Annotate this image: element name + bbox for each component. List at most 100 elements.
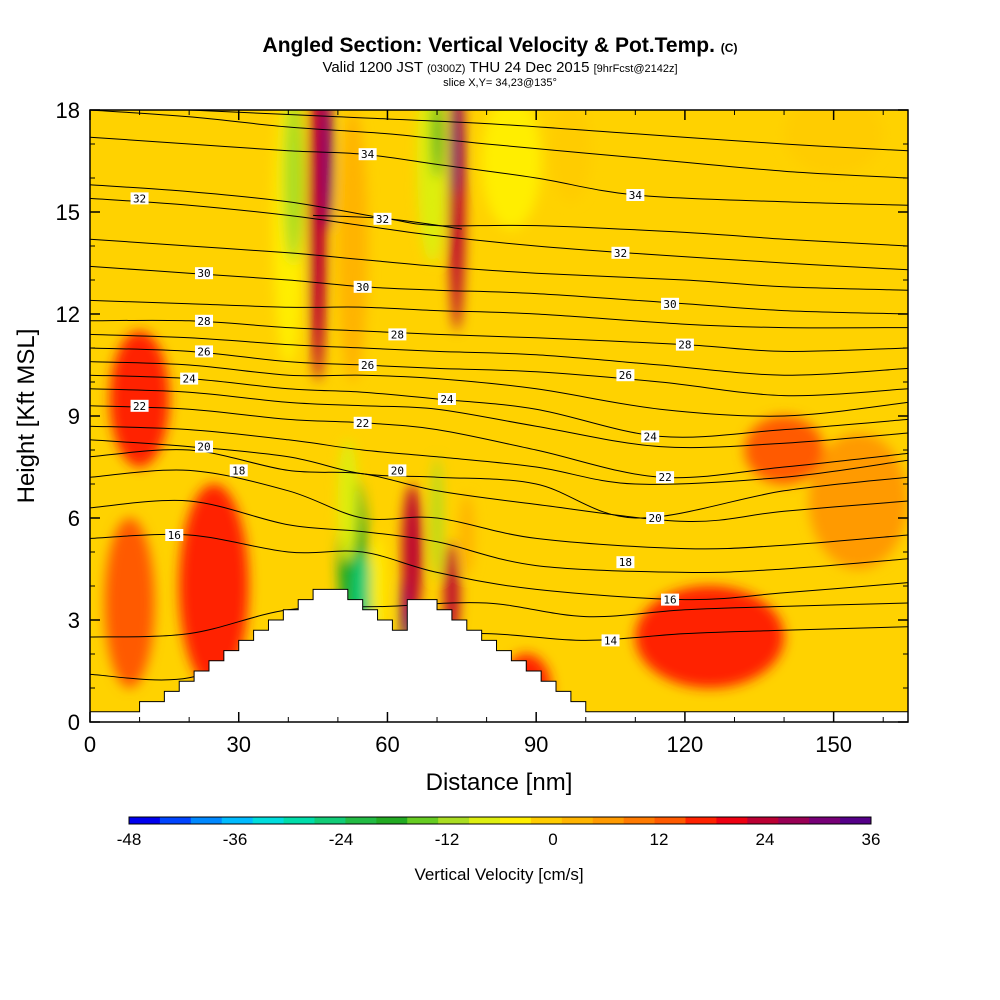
y-tick-label: 0 — [68, 710, 80, 735]
isentrope-label-box — [388, 464, 407, 477]
velocity-region — [323, 110, 333, 229]
colorbar-swatch — [840, 817, 872, 824]
velocity-region — [808, 433, 908, 569]
colorbar-swatch — [469, 817, 501, 824]
isentrope-label: 20 — [391, 464, 404, 477]
velocity-region — [744, 416, 824, 484]
colorbar-swatch — [376, 817, 408, 824]
valid-forecast: [9hrFcst@2142z] — [593, 63, 678, 75]
velocity-region — [417, 110, 447, 263]
isentrope-line — [90, 388, 908, 449]
isentrope-label: 32 — [614, 247, 627, 260]
velocity-region — [179, 484, 249, 688]
isentrope-label-layer: 14 16 16 18 18 20 20 20 22 22 22 24 24 24 26 26 26 28 28 28… — [130, 148, 694, 647]
velocity-region — [432, 110, 442, 178]
colorbar-swatch — [561, 817, 594, 824]
x-tick-label: 90 — [524, 732, 548, 757]
valid-prefix: Valid 1200 JST — [322, 59, 423, 76]
isentrope-label-box — [616, 556, 635, 569]
isentrope-label-box — [353, 416, 372, 429]
isentrope-label-box — [601, 634, 620, 647]
colorbar-swatch — [190, 817, 223, 824]
colorbar-tick-label: -24 — [329, 830, 354, 849]
isentrope-line — [90, 449, 908, 522]
isentrope-line — [90, 197, 908, 271]
isentrope-line — [90, 299, 908, 329]
isentrope-label-box — [661, 297, 680, 310]
y-tick-label: 3 — [68, 608, 80, 633]
velocity-region — [551, 110, 591, 202]
colorbar-swatch — [809, 817, 841, 824]
isentrope-line — [90, 533, 908, 601]
x-tick-label: 60 — [375, 732, 399, 757]
isentrope-line — [90, 425, 908, 485]
isentrope-line — [90, 265, 908, 315]
x-tick-label: 120 — [667, 732, 704, 757]
isentrope-label: 20 — [649, 512, 662, 525]
colorbar-swatch — [345, 817, 377, 824]
colorbar-title: Vertical Velocity [cm/s] — [414, 865, 583, 884]
title-block: Angled Section: Vertical Velocity & Pot.… — [0, 34, 1000, 89]
colorbar-swatch — [716, 817, 748, 824]
isentrope-label: 22 — [658, 471, 671, 484]
chart-title: Angled Section: Vertical Velocity & Pot.… — [0, 34, 1000, 60]
colorbar-swatch — [685, 817, 717, 824]
colorbar-swatch — [283, 817, 315, 824]
isentrope-label: 32 — [376, 213, 389, 226]
colorbar-swatch — [623, 817, 656, 824]
colorbar-swatch — [438, 817, 470, 824]
y-axis-title: Height [Kft MSL] — [13, 329, 40, 504]
isentrope-label-box — [388, 328, 407, 341]
y-tick-label: 9 — [68, 404, 80, 429]
isentrope-line — [90, 136, 908, 206]
isentrope-line — [90, 184, 908, 247]
colorbar-frame — [128, 816, 872, 825]
isentrope-line — [90, 439, 908, 519]
isentrope-label: 26 — [361, 359, 374, 372]
isentrope-line — [90, 333, 908, 376]
terrain — [90, 588, 908, 722]
isentrope-label-box — [353, 280, 372, 293]
isentrope-line — [90, 110, 908, 179]
isentrope-line — [90, 347, 908, 397]
isentrope-label-box — [165, 529, 184, 541]
isentrope-label-box — [641, 430, 660, 443]
isentrope-label-box — [611, 246, 630, 259]
y-tick-label: 15 — [56, 200, 80, 225]
colorbar-swatch — [654, 817, 686, 824]
valid-date: THU 24 Dec 2015 — [469, 59, 590, 76]
valid-utc: (0300Z) — [426, 63, 466, 75]
isentrope-label: 28 — [678, 339, 691, 352]
isentrope-label-box — [661, 593, 680, 606]
chart-title-suffix: (C) — [720, 41, 738, 55]
y-tick-label: 18 — [56, 98, 80, 123]
isentrope-line — [90, 602, 908, 638]
isentrope-label-box — [195, 440, 214, 453]
velocity-region — [309, 110, 327, 382]
isentrope-line — [90, 405, 908, 479]
isentrope-label: 22 — [133, 400, 146, 413]
isentrope-label: 18 — [232, 464, 245, 477]
colorbar-swatch — [314, 817, 346, 824]
isentrope-label-box — [358, 359, 377, 371]
velocity-region — [459, 494, 475, 576]
isentrope-label-box — [229, 464, 248, 477]
isentrope-label: 16 — [168, 529, 181, 542]
isentrope-label: 26 — [619, 369, 632, 382]
isentrope-label-box — [626, 189, 645, 201]
colorbar-tick-label: 12 — [650, 830, 669, 849]
velocity-region — [451, 110, 462, 195]
velocity-region — [104, 518, 155, 688]
isentrope-label-box — [180, 372, 199, 385]
colorbar-swatch — [159, 817, 192, 824]
colorbar-tick-label: -12 — [435, 830, 460, 849]
velocity-region — [337, 439, 358, 563]
colorbar-tick-label: 0 — [548, 830, 557, 849]
colorbar-swatch — [500, 817, 532, 824]
isentrope-label-box — [130, 192, 149, 205]
isentrope-label: 28 — [391, 328, 404, 341]
isentrope-label: 20 — [197, 441, 210, 454]
chart-title-main: Angled Section: Vertical Velocity & Pot.… — [262, 34, 715, 57]
colorbar-swatch — [221, 817, 254, 824]
colorbar-tick-label: -36 — [223, 830, 248, 849]
